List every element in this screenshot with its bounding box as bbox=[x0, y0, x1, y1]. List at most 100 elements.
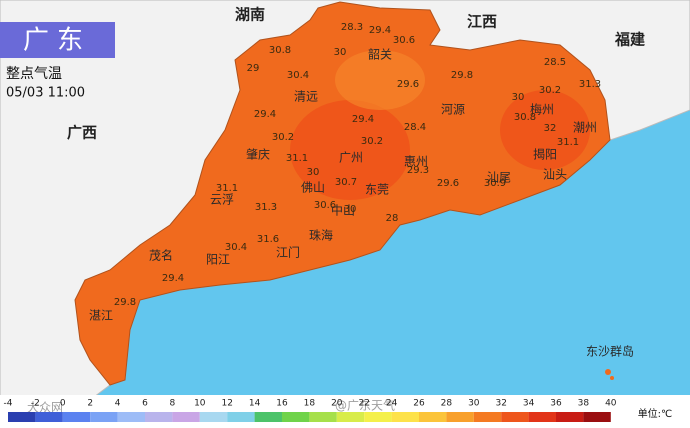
temperature-reading: 30.4 bbox=[287, 70, 309, 81]
temperature-reading: 30.7 bbox=[335, 177, 357, 188]
city-label: 汕尾 bbox=[487, 171, 511, 185]
temperature-reading: 29.8 bbox=[114, 297, 136, 308]
city-label: 湛江 bbox=[89, 309, 113, 323]
legend-swatch bbox=[556, 412, 584, 422]
legend-tick: 34 bbox=[523, 399, 535, 409]
temperature-reading: 30.2 bbox=[272, 132, 294, 143]
legend-tick: 14 bbox=[249, 399, 261, 409]
temperature-reading: 30 bbox=[344, 204, 357, 215]
legend-tick: 4 bbox=[115, 399, 121, 409]
city-label: 揭阳 bbox=[533, 147, 557, 162]
cool-zone bbox=[335, 50, 425, 110]
temperature-reading: 29.4 bbox=[162, 273, 184, 284]
temperature-reading: 30 bbox=[307, 167, 320, 178]
temperature-reading: 30.6 bbox=[314, 200, 336, 211]
legend-tick: 18 bbox=[304, 399, 316, 409]
temperature-reading: 32 bbox=[544, 123, 557, 134]
temperature-reading: 29.6 bbox=[437, 178, 459, 189]
temperature-reading: 29.8 bbox=[451, 70, 473, 81]
neighbor-label: 福建 bbox=[614, 31, 646, 49]
temperature-reading: 29.4 bbox=[369, 25, 391, 36]
temperature-reading: 31.3 bbox=[579, 79, 601, 90]
legend-swatch bbox=[336, 412, 365, 422]
city-label: 河源 bbox=[441, 103, 465, 117]
legend-tick: 32 bbox=[495, 399, 506, 409]
temperature-reading: 29.3 bbox=[407, 165, 429, 176]
legend-tick: 22 bbox=[358, 399, 369, 409]
legend-swatch bbox=[117, 412, 145, 422]
city-label: 汕头 bbox=[543, 168, 567, 182]
legend-swatch bbox=[35, 412, 63, 422]
temperature-reading: 28.4 bbox=[404, 122, 426, 133]
legend-tick: 12 bbox=[221, 399, 232, 409]
temperature-reading: 30 bbox=[334, 47, 347, 58]
temperature-reading: 28 bbox=[386, 213, 399, 224]
legend-tick: 36 bbox=[550, 399, 562, 409]
temperature-reading: 30.8 bbox=[269, 45, 291, 56]
island bbox=[610, 376, 614, 380]
temperature-reading: 31.6 bbox=[257, 234, 279, 245]
legend-tick: 16 bbox=[276, 399, 288, 409]
neighbor-label: 江西 bbox=[467, 13, 497, 31]
city-label: 中山 bbox=[331, 203, 355, 218]
legend-tick: -2 bbox=[31, 399, 40, 409]
city-label: 珠海 bbox=[309, 228, 333, 243]
legend-swatch bbox=[8, 412, 36, 422]
legend-tick: 40 bbox=[605, 399, 617, 409]
legend-tick: 24 bbox=[386, 399, 398, 409]
legend-swatch bbox=[473, 412, 502, 422]
legend-swatch bbox=[583, 412, 611, 422]
legend-swatch bbox=[446, 412, 474, 422]
watermark: @广东天气 bbox=[335, 398, 395, 413]
legend-tick: 10 bbox=[194, 399, 206, 409]
legend-swatch bbox=[145, 412, 173, 422]
legend-swatch bbox=[282, 412, 310, 422]
city-label: 东莞 bbox=[365, 183, 389, 197]
city-label: 韶关 bbox=[368, 47, 392, 62]
time: 05/03 11:00 bbox=[6, 86, 85, 101]
legend-swatch bbox=[227, 412, 255, 422]
city-label: 茂名 bbox=[149, 248, 173, 263]
temperature-reading: 31.1 bbox=[216, 183, 238, 194]
temperature-reading: 31.1 bbox=[557, 137, 579, 148]
legend-swatch bbox=[90, 412, 118, 422]
temperature-reading: 29.6 bbox=[397, 79, 419, 90]
temperature-reading: 30.9 bbox=[484, 178, 506, 189]
temperature-reading: 30.4 bbox=[225, 242, 247, 253]
temperature-reading: 30.2 bbox=[361, 136, 383, 147]
legend-swatch bbox=[172, 412, 200, 422]
subtitle: 整点气温 bbox=[6, 66, 62, 82]
legend-swatch bbox=[419, 412, 447, 422]
city-label: 阳江 bbox=[206, 253, 230, 267]
legend-tick: -4 bbox=[4, 399, 13, 409]
legend-tick: 38 bbox=[578, 399, 590, 409]
city-label: 清远 bbox=[294, 90, 318, 104]
city-label: 肇庆 bbox=[246, 147, 270, 162]
temperature-reading: 28.5 bbox=[544, 57, 566, 68]
temperature-reading: 29.4 bbox=[254, 109, 276, 120]
temperature-reading: 29.4 bbox=[352, 114, 374, 125]
hot-zone bbox=[290, 100, 410, 200]
city-label: 东沙群岛 bbox=[586, 344, 634, 359]
legend-tick: 0 bbox=[60, 399, 66, 409]
temperature-reading: 29 bbox=[247, 63, 260, 74]
legend-swatch bbox=[62, 412, 91, 422]
legend-tick: 28 bbox=[441, 399, 453, 409]
temperature-reading: 30.2 bbox=[539, 85, 561, 96]
legend-swatch bbox=[528, 412, 556, 422]
city-label: 云浮 bbox=[210, 193, 234, 207]
legend-tick: 6 bbox=[142, 399, 148, 409]
title: 广东 bbox=[23, 26, 91, 56]
island bbox=[605, 369, 611, 375]
legend-swatch bbox=[391, 412, 419, 422]
legend-swatch bbox=[501, 412, 529, 422]
legend-swatch bbox=[364, 412, 392, 422]
watermark: 大众网 bbox=[27, 401, 63, 415]
temperature-reading: 31.3 bbox=[255, 202, 277, 213]
city-label: 惠州 bbox=[404, 155, 428, 169]
legend-swatch bbox=[199, 412, 228, 422]
city-label: 梅州 bbox=[530, 102, 554, 117]
title-box bbox=[0, 22, 115, 58]
city-label: 潮州 bbox=[573, 120, 597, 135]
